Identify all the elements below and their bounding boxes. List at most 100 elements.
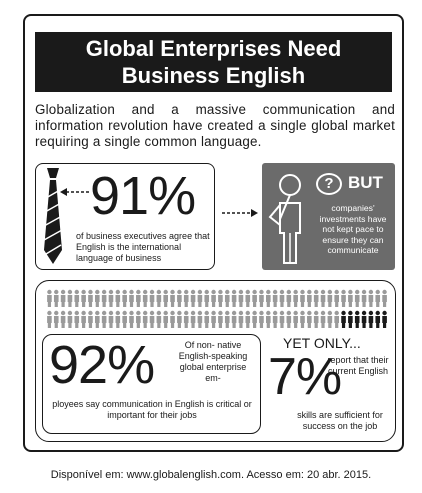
- person-icon: [231, 310, 237, 328]
- person-icon: [149, 289, 155, 307]
- person-icon: [320, 310, 326, 328]
- person-icon: [300, 289, 305, 307]
- person-icon: [307, 289, 312, 307]
- person-icon: [190, 289, 196, 307]
- stat-7-value: 7%: [268, 348, 342, 406]
- person-icon: [313, 289, 319, 307]
- person-icon: [238, 289, 244, 307]
- person-icon: [197, 310, 203, 328]
- person-icon-highlighted: [341, 310, 346, 328]
- stat-92-box: 92% Of non- native English-speaking glob…: [42, 334, 261, 434]
- person-icon: [47, 289, 52, 307]
- person-icon: [177, 289, 182, 307]
- person-icon: [60, 289, 66, 307]
- person-icon: [88, 310, 93, 328]
- person-icon: [81, 289, 86, 307]
- person-icon: [101, 310, 107, 328]
- person-icon: [259, 289, 264, 307]
- person-icon: [142, 310, 148, 328]
- person-icon: [204, 310, 210, 328]
- person-icon: [286, 289, 292, 307]
- but-label: BUT: [348, 173, 383, 192]
- person-icon: [88, 289, 93, 307]
- infographic-title: Global Enterprises Need Business English: [35, 32, 392, 92]
- person-icon: [272, 310, 278, 328]
- person-icon: [259, 310, 264, 328]
- person-icon: [108, 310, 114, 328]
- person-icon: [53, 289, 59, 307]
- person-icon-highlighted: [375, 310, 381, 328]
- person-icon: [149, 310, 155, 328]
- title-line-1: Global Enterprises Need: [85, 36, 342, 61]
- person-icon: [245, 310, 251, 328]
- person-icon: [327, 289, 333, 307]
- but-panel: ? BUT companies' investments have not ke…: [262, 163, 395, 270]
- person-icon: [67, 289, 73, 307]
- person-icon: [60, 310, 66, 328]
- person-icon-highlighted: [348, 310, 353, 328]
- person-icon: [293, 289, 298, 307]
- person-icon: [348, 289, 353, 307]
- arrow-left-icon: [60, 188, 90, 196]
- person-icon: [218, 289, 223, 307]
- person-icon: [361, 289, 367, 307]
- person-icon: [211, 310, 216, 328]
- arrow-right-icon: [222, 209, 258, 217]
- person-icon: [190, 310, 196, 328]
- person-icon: [204, 289, 210, 307]
- necktie-icon: [43, 168, 63, 264]
- person-icon: [163, 310, 168, 328]
- person-icon: [81, 310, 86, 328]
- person-icon: [307, 310, 312, 328]
- stat-91-value: 91%: [90, 166, 196, 226]
- stat-91-box: 91% of business executives agree that En…: [35, 163, 215, 270]
- person-icon: [47, 310, 52, 328]
- title-line-2: Business English: [121, 63, 306, 88]
- person-icon: [136, 289, 141, 307]
- person-icon: [252, 289, 257, 307]
- person-icon: [231, 289, 237, 307]
- person-icon: [272, 289, 278, 307]
- person-icon: [122, 289, 127, 307]
- person-icon: [95, 310, 100, 328]
- person-icon: [368, 289, 374, 307]
- person-icon: [238, 310, 244, 328]
- stat-92-value: 92%: [49, 335, 155, 395]
- stat-92-text-bottom: ployees say communication in English is …: [52, 399, 252, 420]
- person-icon: [74, 289, 80, 307]
- person-icon: [375, 289, 381, 307]
- person-icon: [354, 289, 360, 307]
- person-icon: [327, 310, 333, 328]
- infographic-card: Global Enterprises Need Business English…: [23, 14, 404, 452]
- person-icon: [218, 310, 223, 328]
- person-icon: [334, 310, 339, 328]
- person-icon: [197, 289, 203, 307]
- people-icons-grid: [47, 289, 387, 328]
- intro-paragraph: Globalization and a massive communicatio…: [35, 102, 395, 149]
- person-icon: [279, 289, 285, 307]
- person-icon: [293, 310, 298, 328]
- person-icon: [122, 310, 127, 328]
- person-icon: [245, 289, 251, 307]
- person-icon: [313, 310, 319, 328]
- person-icon: [183, 289, 189, 307]
- person-icon: [334, 289, 339, 307]
- person-icon: [156, 289, 162, 307]
- person-icon: [136, 310, 141, 328]
- person-icon: [108, 289, 114, 307]
- person-icon: [129, 289, 134, 307]
- person-icon: [279, 310, 285, 328]
- stat-92-text-right: Of non- native English-speaking global e…: [178, 340, 248, 383]
- person-icon-highlighted: [361, 310, 367, 328]
- person-icon: [67, 310, 73, 328]
- person-icon: [101, 289, 107, 307]
- person-icon: [177, 310, 182, 328]
- stat-91-text: of business executives agree that Englis…: [76, 231, 210, 263]
- person-icon-highlighted: [354, 310, 360, 328]
- person-icon: [74, 310, 80, 328]
- stat-7-text-right: report that their current English: [327, 355, 389, 376]
- person-icon: [341, 289, 346, 307]
- person-icon: [266, 310, 271, 328]
- person-icon: [95, 289, 100, 307]
- person-icon: [224, 289, 230, 307]
